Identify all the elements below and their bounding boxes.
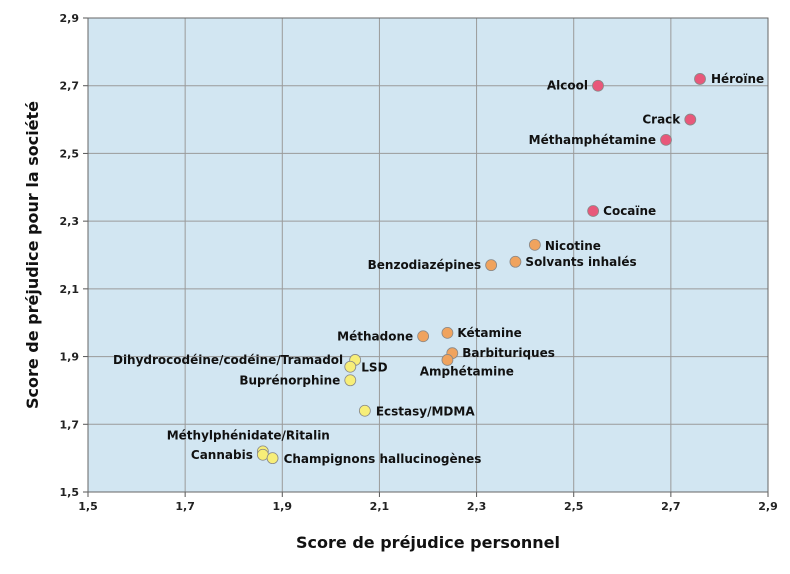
data-point	[344, 374, 357, 387]
point-label: Cocaïne	[603, 204, 656, 218]
x-tick-label: 1,5	[78, 500, 98, 513]
point-label: Benzodiazépines	[368, 258, 482, 272]
data-point	[528, 238, 541, 251]
x-tick-label: 2,5	[564, 500, 584, 513]
data-point	[485, 259, 498, 272]
y-tick-label: 2,9	[60, 12, 80, 25]
data-point	[358, 404, 371, 417]
point-label: Amphétamine	[420, 364, 514, 378]
data-point	[694, 73, 706, 85]
plot-frame	[87, 17, 769, 493]
data-point	[344, 360, 357, 373]
point-label: Méthamphétamine	[529, 133, 656, 147]
x-tick-label: 1,7	[175, 500, 195, 513]
data-point	[441, 326, 454, 339]
point-label: Kétamine	[457, 326, 521, 340]
point-label: LSD	[361, 361, 387, 375]
data-points	[256, 73, 706, 465]
y-tick-labels: 1,5 1,7 1,9 2,1 2,3 2,5 2,7 2,9	[60, 12, 80, 499]
grid	[88, 18, 768, 492]
x-tick-label: 2,9	[758, 500, 778, 513]
y-tick-label: 2,7	[60, 80, 80, 93]
point-label: Cannabis	[191, 448, 253, 462]
point-label: Champignons hallucinogènes	[284, 452, 482, 466]
axes	[83, 17, 769, 497]
y-tick-label: 1,7	[60, 418, 80, 431]
point-label: Méthadone	[337, 329, 413, 343]
x-tick-label: 2,7	[661, 500, 681, 513]
point-label: Crack	[642, 113, 681, 127]
y-tick-label: 1,9	[60, 351, 80, 364]
point-labels: Héroïne Alcool Crack Méthamphétamine Cocaïne…	[113, 72, 764, 466]
data-point	[660, 133, 672, 146]
point-label: Buprénorphine	[239, 373, 340, 387]
point-label: Alcool	[547, 79, 588, 93]
y-tick-label: 1,5	[60, 486, 80, 499]
data-point	[509, 255, 522, 268]
plot-area	[88, 18, 768, 492]
y-tick-label: 2,5	[60, 147, 80, 160]
point-label: Ecstasy/MDMA	[376, 405, 475, 419]
data-point	[266, 452, 279, 465]
data-point	[441, 354, 454, 366]
x-tick-label: 1,9	[273, 500, 293, 513]
point-label: Solvants inhalés	[525, 255, 636, 269]
y-tick-label: 2,3	[60, 215, 80, 228]
point-label: Méthylphénidate/Ritalin	[167, 428, 330, 442]
data-point	[592, 79, 604, 92]
x-axis-title: Score de préjudice personnel	[296, 533, 560, 552]
point-label: Nicotine	[545, 239, 601, 253]
point-label: Barbituriques	[462, 346, 555, 360]
point-label: Héroïne	[711, 72, 764, 86]
point-label: Dihydrocodéine/codéine/Tramadol	[113, 353, 343, 367]
data-point	[684, 113, 697, 126]
x-tick-label: 2,3	[467, 500, 487, 513]
y-axis-title: Score de préjudice pour la société	[23, 101, 42, 409]
data-point	[417, 330, 430, 343]
x-tick-labels: 1,5 1,7 1,9 2,1 2,3 2,5 2,7 2,9	[78, 500, 778, 513]
x-tick-label: 2,1	[370, 500, 390, 513]
y-tick-label: 2,1	[60, 283, 80, 296]
data-point	[587, 205, 600, 217]
